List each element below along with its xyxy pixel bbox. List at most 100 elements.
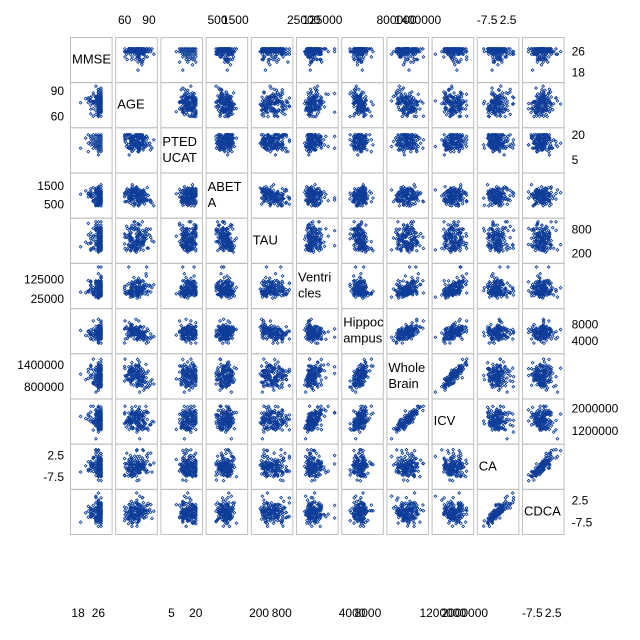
points-TAU-vs-ICV [433,219,469,255]
points-CA-vs-AGE [122,447,156,483]
panel-frame-AGE-MMSE [70,82,113,129]
points-PTEDUCAT-vs-ABETA [214,132,239,157]
panel-frame-PTEDUCAT-Ventricles [296,127,339,174]
points-AGE-vs-CDCA [526,84,563,119]
points-PTEDUCAT-vs-ICV [433,132,469,157]
bottom-tick-MMSE-1: 26 [92,606,106,620]
left-tick-CA-0: -7.5 [43,470,64,484]
top-tick-CA-1: 2.5 [500,13,517,27]
points-CA-vs-MMSE [78,447,103,483]
diag-label-ABETA: ABET A [208,179,242,210]
points-CDCA-vs-ICV [433,491,469,529]
top-tick-Ventricles-0: 25000 [287,13,321,27]
points-AGE-vs-TAU [258,84,292,119]
points-WholeBrain-vs-MMSE [78,357,103,395]
points-AGE-vs-ABETA [214,84,239,119]
points-AGE-vs-MMSE [78,84,103,119]
points-WholeBrain-vs-ABETA [214,357,239,395]
top-tick-ABETA-0: 500 [207,13,227,27]
left-tick-Ventricles-0: 25000 [31,292,65,306]
points-ICV-vs-AGE [122,404,156,441]
points-CDCA-vs-PTEDUCAT [174,491,198,529]
points-TAU-vs-WholeBrain [389,219,426,255]
points-TAU-vs-CA [481,219,516,255]
points-CA-vs-Ventricles [302,447,337,483]
top-tick-ABETA-1: 1500 [222,13,249,27]
points-PTEDUCAT-vs-MMSE [78,132,103,157]
bottom-tick-TAU-0: 200 [249,606,269,620]
points-MMSE-vs-CA [481,46,516,73]
points-MMSE-vs-ABETA [214,46,239,73]
points-Ventricles-vs-AGE [122,265,156,301]
scatter-points [78,46,563,529]
top-tick-CA-0: -7.5 [477,13,498,27]
points-CDCA-vs-WholeBrain [389,491,426,529]
top-tick-Ventricles-1: 125000 [302,13,342,27]
points-MMSE-vs-CDCA [526,46,563,73]
bottom-tick-MMSE-0: 18 [71,606,85,620]
points-PTEDUCAT-vs-CDCA [526,132,563,157]
points-ICV-vs-Ventricles [302,404,337,441]
points-Hippocampus-vs-AGE [122,317,156,346]
points-WholeBrain-vs-CDCA [526,357,563,395]
diag-label-Ventricles: Ventri cles [298,270,331,301]
bottom-tick-Hippocampus-0: 4000 [339,606,366,620]
right-tick-ICV-0: 1200000 [572,424,619,438]
bottom-tick-CDCA-1: 2.5 [545,606,562,620]
points-Hippocampus-vs-CA [481,317,516,346]
diag-label-ICV: ICV [434,413,456,428]
panel-frame-TAU-MMSE [70,217,113,264]
points-CA-vs-CDCA [526,447,563,483]
points-CA-vs-ICV [433,447,469,483]
points-MMSE-vs-TAU [258,46,292,73]
panel-frame-ABETA-ABETA [205,172,249,219]
right-tick-ICV-1: 2000000 [572,401,619,415]
points-PTEDUCAT-vs-Hippocampus [348,132,375,157]
points-Hippocampus-vs-WholeBrain [389,317,426,346]
points-WholeBrain-vs-CA [481,357,516,395]
points-PTEDUCAT-vs-AGE [122,132,156,157]
points-ABETA-vs-TAU [258,182,292,208]
points-ABETA-vs-Hippocampus [348,182,375,208]
points-Ventricles-vs-MMSE [78,265,103,301]
left-tick-ABETA-0: 500 [44,197,64,211]
points-ABETA-vs-Ventricles [302,182,337,208]
right-tick-Hippocampus-0: 4000 [572,334,599,348]
points-Ventricles-vs-CA [481,265,516,301]
panel-frame-MMSE-WholeBrain [386,37,429,83]
panel-frame-CDCA-CDCA [522,489,565,535]
panel-frame-Hippocampus-Hippocampus [341,308,384,355]
diag-label-WholeBrain: Whole Brain [388,360,425,391]
top-tick-AGE-1: 90 [142,13,156,27]
right-tick-TAU-1: 800 [572,223,592,237]
points-Ventricles-vs-WholeBrain [389,265,426,301]
panel-frame-PTEDUCAT-MMSE [70,127,113,174]
bottom-tick-PTEDUCAT-0: 5 [168,606,175,620]
points-WholeBrain-vs-AGE [122,357,156,395]
left-tick-Ventricles-1: 125000 [24,273,64,287]
points-CDCA-vs-TAU [258,491,292,529]
points-Ventricles-vs-ICV [433,265,469,301]
points-PTEDUCAT-vs-WholeBrain [389,132,426,157]
points-WholeBrain-vs-TAU [258,357,292,395]
panel-frame-MMSE-PTEDUCAT [160,37,203,83]
points-AGE-vs-Hippocampus [348,84,375,119]
points-CDCA-vs-MMSE [78,491,103,529]
points-MMSE-vs-AGE [122,46,156,73]
right-tick-PTEDUCAT-1: 20 [572,128,586,142]
left-tick-WholeBrain-1: 1400000 [17,358,64,372]
points-PTEDUCAT-vs-TAU [258,132,292,157]
bottom-tick-ICV-0: 1200000 [419,606,466,620]
diagonal-labels: MMSE AGE PTED UCAT ABET A TAU Ventri cles Hippoc a… [72,52,561,519]
points-CDCA-vs-ABETA [214,491,239,529]
points-TAU-vs-AGE [122,219,156,255]
panel-frame-WholeBrain-WholeBrain [386,353,429,400]
points-ICV-vs-CA [481,404,516,441]
points-AGE-vs-WholeBrain [389,84,426,119]
points-PTEDUCAT-vs-CA [481,132,516,157]
points-TAU-vs-Hippocampus [348,219,375,255]
points-CA-vs-TAU [258,447,292,483]
points-CDCA-vs-CA [481,491,516,529]
points-MMSE-vs-Hippocampus [348,46,375,73]
